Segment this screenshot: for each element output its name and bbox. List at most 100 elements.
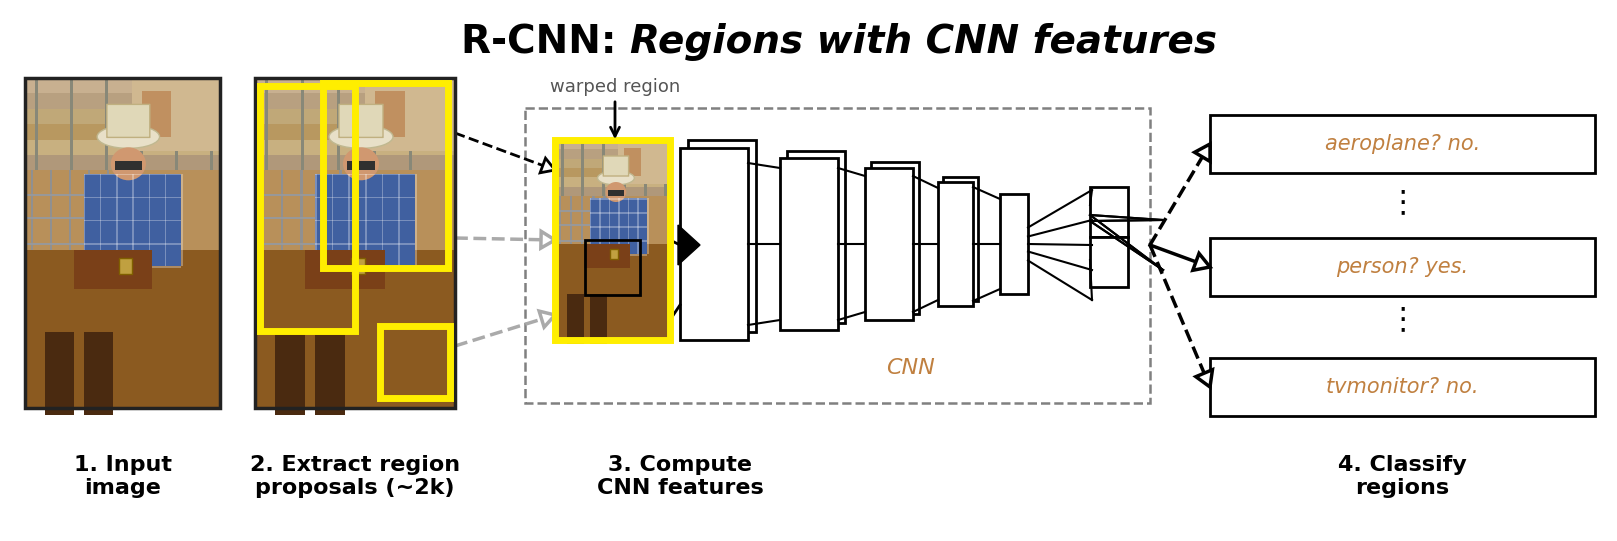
Bar (84, 197, 181, 199)
Bar (1210, 358, 1594, 416)
Text: tvmonitor? no.: tvmonitor? no. (1326, 377, 1480, 397)
Bar (1090, 187, 1129, 237)
Bar (301, 78, 304, 170)
Bar (943, 177, 978, 301)
Bar (255, 94, 454, 109)
Bar (336, 78, 340, 170)
Bar (590, 254, 647, 255)
Bar (1090, 237, 1129, 287)
Bar (84, 174, 181, 266)
Text: 4. Classify
regions: 4. Classify regions (1339, 455, 1467, 498)
Bar (590, 198, 647, 254)
Bar (938, 182, 973, 306)
Bar (999, 194, 1028, 294)
Bar (84, 220, 181, 221)
Bar (569, 196, 572, 306)
Bar (787, 151, 846, 323)
Bar (595, 250, 629, 258)
Bar (590, 294, 606, 344)
Bar (142, 91, 171, 137)
Bar (555, 140, 669, 340)
Polygon shape (1197, 370, 1213, 387)
Bar (115, 161, 142, 170)
Ellipse shape (598, 171, 634, 185)
Text: ⋮: ⋮ (1387, 188, 1418, 217)
Bar (133, 78, 220, 150)
Bar (255, 124, 454, 140)
Bar (87, 170, 91, 352)
Bar (306, 249, 385, 289)
Bar (255, 155, 454, 170)
Bar (409, 78, 412, 170)
Bar (141, 78, 142, 170)
Bar (1210, 115, 1594, 173)
Bar (24, 78, 220, 408)
Bar (555, 244, 669, 340)
Bar (24, 243, 113, 245)
Bar (105, 78, 108, 170)
Text: R-CNN:: R-CNN: (461, 23, 631, 61)
Bar (618, 140, 669, 184)
Ellipse shape (112, 147, 146, 180)
FancyBboxPatch shape (340, 104, 383, 137)
Text: 3. Compute
CNN features: 3. Compute CNN features (597, 455, 763, 498)
Bar (665, 140, 668, 196)
Bar (445, 78, 448, 170)
Bar (582, 140, 584, 196)
Bar (555, 140, 669, 149)
Bar (306, 249, 375, 276)
Polygon shape (540, 158, 555, 173)
Bar (84, 174, 181, 175)
Bar (301, 170, 302, 352)
Bar (315, 266, 416, 268)
Bar (24, 109, 220, 124)
Bar (45, 332, 74, 414)
Ellipse shape (328, 126, 393, 148)
Bar (581, 196, 584, 306)
Bar (255, 78, 454, 408)
Bar (24, 78, 220, 94)
Bar (320, 170, 322, 352)
Bar (24, 78, 220, 408)
FancyBboxPatch shape (107, 104, 150, 137)
Bar (610, 249, 618, 259)
Bar (34, 78, 37, 170)
Bar (340, 170, 341, 352)
Bar (592, 196, 595, 306)
Bar (558, 196, 561, 306)
Bar (31, 170, 34, 352)
Bar (70, 170, 71, 352)
Bar (24, 155, 220, 170)
Bar (255, 216, 344, 219)
Bar (260, 86, 356, 331)
Text: Regions with CNN features: Regions with CNN features (631, 23, 1218, 61)
Bar (561, 140, 564, 196)
Bar (255, 78, 454, 94)
Bar (255, 249, 454, 408)
Bar (107, 170, 110, 352)
Bar (584, 244, 629, 268)
Bar (555, 224, 606, 226)
Bar (50, 170, 52, 352)
Bar (175, 78, 178, 170)
Bar (872, 162, 918, 314)
Bar (351, 258, 365, 274)
Bar (365, 78, 454, 150)
Bar (275, 332, 306, 414)
Bar (24, 194, 113, 195)
Text: warped region: warped region (550, 78, 681, 96)
Polygon shape (1195, 144, 1210, 162)
Bar (255, 78, 454, 408)
Bar (94, 260, 152, 273)
Bar (315, 197, 416, 199)
Ellipse shape (97, 126, 160, 148)
Polygon shape (540, 232, 555, 248)
Bar (24, 249, 220, 408)
Bar (644, 140, 647, 196)
Bar (590, 240, 647, 241)
Bar (84, 243, 181, 245)
Bar (687, 140, 757, 332)
Bar (255, 109, 454, 124)
Bar (74, 249, 152, 289)
Bar (380, 326, 450, 398)
